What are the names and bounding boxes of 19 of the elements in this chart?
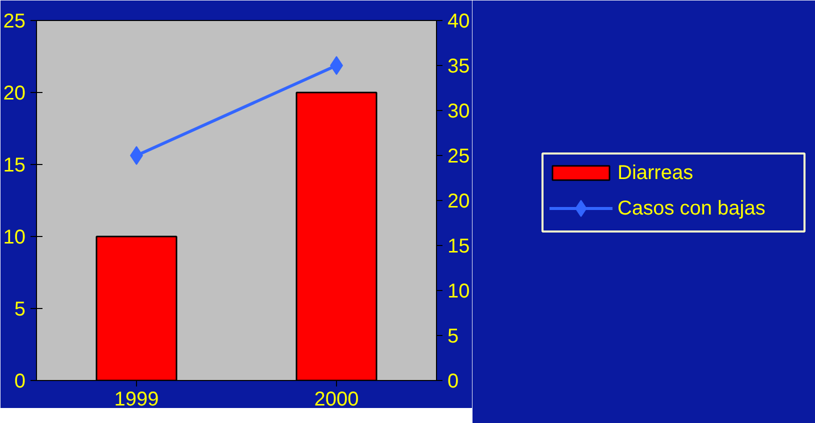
legend-label: Casos con bajas <box>618 197 766 220</box>
x-tick-label: 2000 <box>314 388 359 410</box>
y2-tick-label: 25 <box>448 146 470 168</box>
x-tick-label: 1999 <box>114 388 159 410</box>
y2-tick-label: 30 <box>448 100 470 122</box>
y-tick-label: 10 <box>3 226 26 248</box>
y2-tick-label: 20 <box>448 190 470 212</box>
y-tick-label: 20 <box>3 82 26 104</box>
y-tick-label: 0 <box>14 370 26 392</box>
y-tick-label: 5 <box>14 298 26 320</box>
y2-tick-label: 35 <box>448 56 470 78</box>
y2-tick-label: 15 <box>448 236 470 258</box>
y-tick-label: 25 <box>3 10 26 32</box>
y2-tick-label: 10 <box>448 280 470 302</box>
y2-tick-label: 40 <box>448 10 470 32</box>
legend-label: Diarreas <box>618 162 694 184</box>
y2-tick-label: 5 <box>448 326 459 348</box>
y2-tick-label: 0 <box>448 370 459 392</box>
y-tick-label: 15 <box>3 154 26 176</box>
